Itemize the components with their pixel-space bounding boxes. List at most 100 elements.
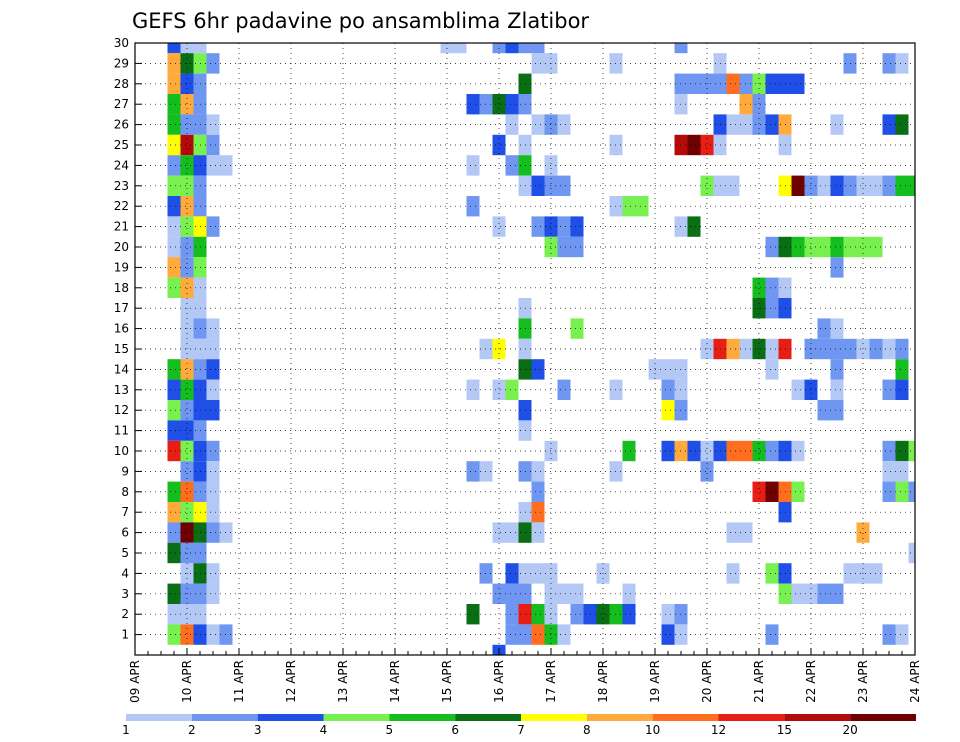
heatmap-cell: [882, 461, 896, 482]
heatmap-cell: [700, 440, 714, 462]
y-tick-label: 6: [121, 526, 129, 540]
heatmap-cell: [622, 196, 636, 217]
heatmap-cell: [908, 542, 915, 564]
heatmap-cell: [752, 94, 766, 115]
heatmap-cell: [882, 53, 896, 74]
y-tick-label: 8: [121, 485, 129, 499]
heatmap-cell: [167, 216, 181, 237]
colorbar-label: 3: [254, 723, 262, 737]
heatmap-cell: [765, 440, 779, 462]
heatmap-cell: [167, 359, 181, 380]
heatmap-cell: [167, 155, 181, 176]
heatmap-cell: [167, 440, 181, 462]
heatmap-cell: [206, 583, 220, 604]
heatmap-cell: [193, 43, 207, 54]
x-tick-label: 12 APR: [284, 660, 298, 703]
y-tick-label: 3: [121, 587, 129, 601]
heatmap-cell: [622, 604, 636, 625]
heatmap-cell: [180, 216, 194, 237]
colorbar-swatch: [191, 714, 258, 721]
heatmap-cell: [167, 522, 181, 543]
heatmap-cell: [830, 379, 844, 400]
heatmap-cell: [791, 583, 805, 604]
heatmap-cell: [830, 175, 844, 196]
y-tick-label: 12: [114, 403, 129, 417]
heatmap-cell: [895, 53, 909, 74]
heatmap-cell: [765, 277, 779, 298]
y-tick-label: 7: [121, 505, 129, 519]
heatmap-cell: [557, 236, 571, 258]
heatmap-cell: [830, 257, 844, 278]
heatmap-cell: [830, 338, 844, 360]
heatmap-cell: [765, 236, 779, 258]
heatmap-cell: [505, 114, 519, 135]
heatmap-cell: [466, 94, 480, 115]
heatmap-cell: [882, 175, 896, 196]
heatmap-cell: [180, 94, 194, 115]
heatmap-cell: [167, 624, 181, 645]
heatmap-cell: [557, 379, 571, 400]
colorbar-label: 20: [843, 723, 858, 737]
heatmap-cell: [557, 583, 571, 604]
colorbar-label: 5: [386, 723, 394, 737]
heatmap-cell: [661, 624, 675, 645]
heatmap-cell: [505, 94, 519, 115]
heatmap-cell: [791, 175, 805, 196]
colorbar-swatch: [784, 714, 851, 721]
y-tick-label: 18: [114, 281, 129, 295]
heatmap-cell: [765, 359, 779, 380]
y-tick-label: 27: [114, 97, 129, 111]
heatmap-cell: [180, 461, 194, 482]
colorbar-label: 10: [645, 723, 660, 737]
heatmap-cell: [206, 481, 220, 502]
heatmap-cell: [206, 53, 220, 74]
heatmap-cell: [856, 522, 870, 543]
heatmap-cell: [492, 216, 506, 237]
heatmap-cell: [570, 604, 584, 625]
heatmap-cells: [167, 43, 915, 655]
heatmap-cell: [596, 604, 610, 625]
y-tick-label: 20: [114, 240, 129, 254]
heatmap-cell: [817, 338, 831, 360]
heatmap-cell: [895, 175, 909, 196]
heatmap-cell: [882, 481, 896, 502]
heatmap-cell: [895, 338, 909, 360]
heatmap-cell: [180, 400, 194, 421]
heatmap-cell: [531, 604, 545, 625]
heatmap-cell: [531, 359, 545, 380]
heatmap-cell: [492, 379, 506, 400]
heatmap-cell: [206, 440, 220, 462]
x-tick-label: 17 APR: [544, 660, 558, 703]
heatmap-cell: [167, 175, 181, 196]
x-tick-label: 13 APR: [336, 660, 350, 703]
y-tick-label: 30: [114, 36, 129, 50]
heatmap-cell: [180, 277, 194, 298]
heatmap-cell: [531, 43, 545, 54]
heatmap-cell: [180, 114, 194, 135]
x-axis: 09 APR 10 APR 11 APR 12 APR 13 APR 14 APR 15 A…: [128, 648, 922, 703]
x-tick-label: 23 APR: [856, 660, 870, 703]
x-tick-label: 24 APR: [908, 660, 922, 703]
heatmap-cell: [908, 440, 915, 462]
heatmap-cell: [206, 563, 220, 584]
y-tick-label: 1: [121, 628, 129, 642]
heatmap-cell: [661, 604, 675, 625]
heatmap-cell: [830, 583, 844, 604]
heatmap-cell: [180, 134, 194, 156]
heatmap-cell: [453, 43, 467, 54]
heatmap-cell: [765, 338, 779, 360]
heatmap-cell: [765, 298, 779, 319]
heatmap-cell: [570, 236, 584, 258]
heatmap-cell: [466, 379, 480, 400]
heatmap-cell: [167, 583, 181, 604]
colorbar-swatch: [718, 714, 785, 721]
y-tick-label: 14: [114, 362, 129, 376]
heatmap-cell: [791, 379, 805, 400]
heatmap-cell: [895, 379, 909, 400]
y-tick-label: 4: [121, 566, 129, 580]
heatmap-cell: [765, 481, 779, 502]
heatmap-cell: [167, 604, 181, 625]
heatmap-cell: [180, 359, 194, 380]
heatmap-cell: [206, 400, 220, 421]
